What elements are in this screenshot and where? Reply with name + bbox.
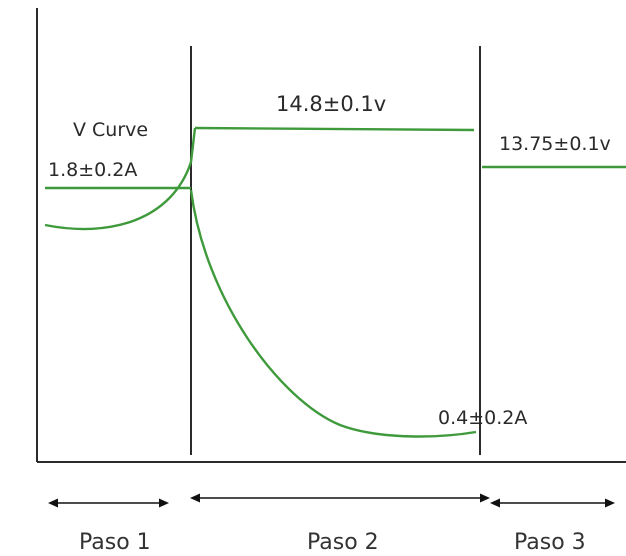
current-decay-curve [189, 189, 477, 438]
step2-label: Paso 2 [307, 530, 379, 555]
voltage-step3-label: 13.75±0.1v [499, 133, 611, 155]
voltage-step2-line [194, 126, 475, 132]
voltage-rise-curve [44, 127, 197, 231]
step3-label: Paso 3 [514, 530, 586, 555]
step2-arrow [190, 493, 490, 503]
current-step2-end-label: 0.4±0.2A [438, 407, 527, 429]
voltage-step2-label: 14.8±0.1v [276, 92, 386, 116]
step3-arrow [490, 498, 615, 508]
current-step1-label: 1.8±0.2A [48, 159, 137, 181]
step1-label: Paso 1 [79, 530, 151, 555]
step1-arrow [48, 498, 169, 508]
v-curve-label: V Curve [73, 119, 148, 141]
